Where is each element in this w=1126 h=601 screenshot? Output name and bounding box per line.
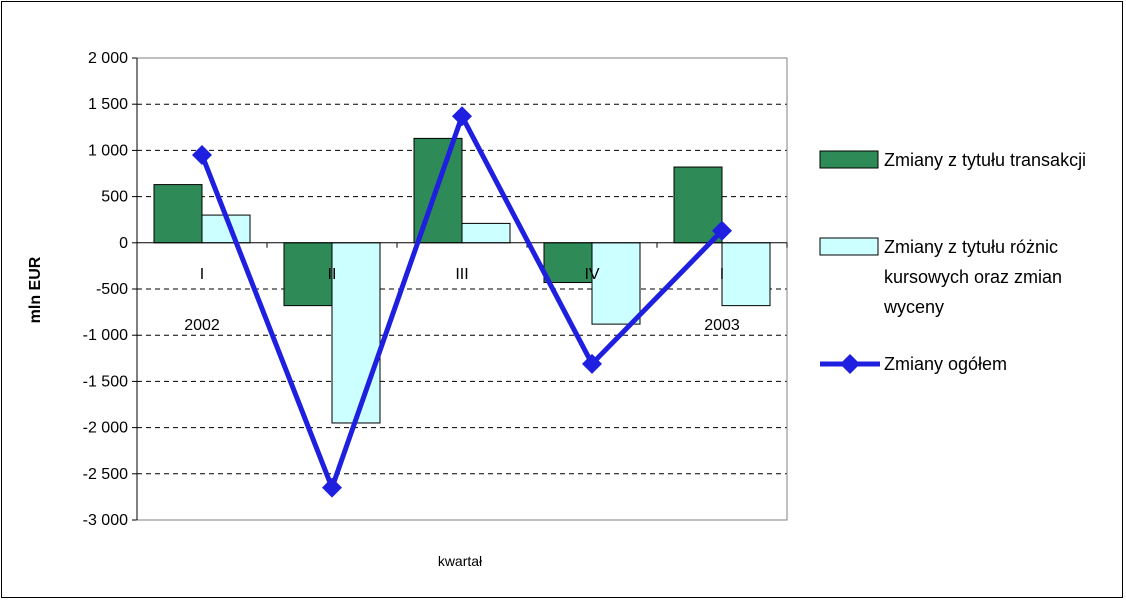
bar-roznice-kursowe	[591, 242, 641, 325]
line-layer	[192, 106, 732, 498]
legend-label-roznice-kursowe: wyceny	[883, 297, 944, 317]
legend-label-roznice-kursowe: Zmiany z tytułu różnic	[884, 237, 1058, 257]
y-tick-label: -500	[96, 281, 128, 298]
labels-layer: 2 000 1 500 1 000 500 0 -500 -1 000 -1 500 -2 00…	[83, 50, 740, 529]
legend-label-transakcje: Zmiany z tytułu transakcji	[884, 150, 1086, 170]
legend-label-roznice-kursowe: kursowych oraz zmian	[884, 267, 1062, 287]
category-label: II	[328, 266, 337, 283]
y-tick-label: 1 500	[88, 96, 128, 113]
y-tick-label: 500	[101, 189, 128, 206]
y-tick-label: -2 500	[83, 466, 128, 483]
bar-roznice-kursowe	[461, 222, 511, 244]
legend-marker-ogolem	[840, 354, 860, 374]
bar-roznice-kursowe	[331, 242, 381, 424]
category-label: IV	[584, 266, 599, 283]
total-marker	[192, 145, 212, 166]
total-marker	[452, 106, 472, 127]
y-tick-label: 0	[119, 235, 128, 252]
y-tick-label: 2 000	[88, 50, 128, 67]
category-label: III	[455, 266, 468, 283]
grid-layer	[137, 103, 787, 475]
y-tick-label: -1 500	[83, 373, 128, 390]
total-marker	[322, 477, 342, 498]
legend-layer: Zmiany z tytułu transakcji Zmiany z tytuł…	[819, 150, 1086, 374]
bar-transakcje	[283, 242, 333, 307]
legend-swatch-roznice-kursowe	[819, 237, 879, 256]
year-label: 2003	[704, 317, 740, 334]
total-marker	[582, 353, 602, 374]
legend-swatch-transakcje	[819, 150, 879, 169]
x-axis-title: kwartał	[438, 553, 483, 569]
y-tick-label: -3 000	[83, 512, 128, 529]
y-tick-label: -2 000	[83, 420, 128, 437]
year-label: 2002	[184, 317, 220, 334]
category-label: I	[720, 266, 724, 283]
total-marker	[712, 220, 732, 241]
bar-transakcje	[153, 184, 203, 244]
category-label: I	[200, 266, 204, 283]
axis-layer	[132, 57, 788, 521]
y-tick-label: 1 000	[88, 142, 128, 159]
y-axis-title: mln EUR	[27, 256, 44, 323]
bar-roznice-kursowe	[721, 242, 771, 307]
legend-label-ogolem: Zmiany ogółem	[884, 354, 1007, 374]
y-tick-label: -1 000	[83, 327, 128, 344]
